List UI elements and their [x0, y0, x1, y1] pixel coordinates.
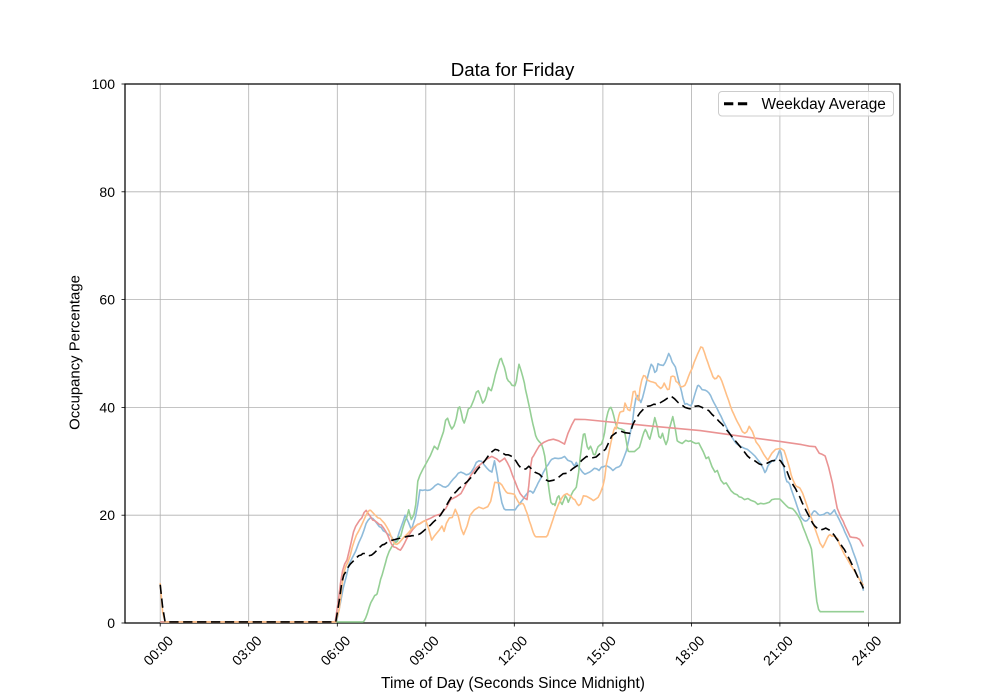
svg-text:20: 20 [99, 507, 115, 523]
svg-text:Data for Friday: Data for Friday [451, 59, 575, 80]
svg-text:40: 40 [99, 399, 115, 415]
svg-text:Weekday Average: Weekday Average [762, 96, 886, 113]
svg-text:Occupancy Percentage: Occupancy Percentage [68, 275, 84, 430]
svg-text:Time of Day (Seconds Since Mid: Time of Day (Seconds Since Midnight) [381, 675, 645, 692]
svg-text:0: 0 [107, 615, 115, 631]
svg-text:100: 100 [92, 76, 116, 92]
svg-text:60: 60 [99, 292, 115, 308]
svg-text:80: 80 [99, 184, 115, 200]
